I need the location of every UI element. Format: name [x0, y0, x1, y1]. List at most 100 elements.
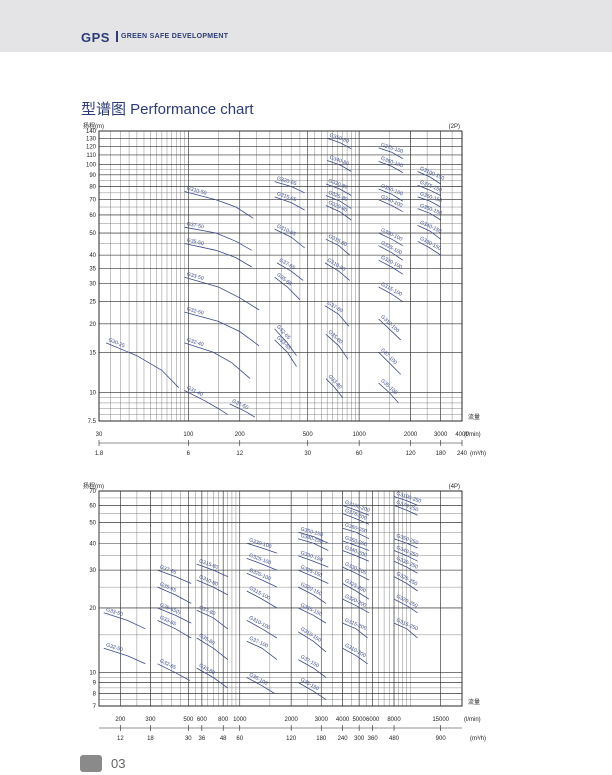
- chart2-series-label: G32-65: [159, 658, 177, 671]
- chart2-y-tick-label: 30: [89, 568, 96, 574]
- chart1-y-tick-label: 25: [89, 300, 96, 306]
- chart1-series-label: G310-50: [186, 186, 207, 197]
- chart2-series-curve: [196, 579, 228, 596]
- chart2-series-curve: [298, 531, 329, 544]
- chart2-series-curve: [342, 583, 370, 600]
- chart1-y-tick-label: 60: [89, 213, 96, 219]
- chart2-y-tick-label: 60: [89, 503, 96, 509]
- chart1-series-curve: [327, 137, 352, 150]
- chart1-series-curve: [324, 305, 350, 327]
- chart1-x-axis-label: 流量: [468, 413, 480, 421]
- chart1-y-tick-label: 80: [89, 184, 96, 190]
- chart1-series-label: G37-100: [379, 347, 398, 366]
- chart2-plot-frame: [98, 490, 463, 707]
- chart1-series-label: G35-50: [186, 238, 204, 248]
- chart2-series-curve: [157, 663, 190, 681]
- chart2-x-tick-label: 3000: [315, 717, 329, 723]
- chart1-y-tick-label: 40: [89, 253, 96, 259]
- chart1-pole-label: (2P): [449, 124, 460, 130]
- chart2-series-curve: [342, 566, 370, 581]
- chart2-series-curve: [298, 659, 327, 678]
- chart2-secondary-tick-label: 30: [185, 736, 192, 742]
- chart1-series-curve: [184, 243, 252, 268]
- chart1-y-tick-label: 50: [89, 231, 96, 237]
- chart2-series-label: G310-80: [198, 574, 219, 588]
- chart1-series-curve: [274, 328, 297, 356]
- chart2-y-tick-label: 10: [89, 671, 96, 677]
- chart2-series-curve: [298, 555, 329, 568]
- chart1-series-curve: [184, 191, 254, 219]
- chart2-series-label: G32-50: [105, 642, 123, 653]
- chart2-x-tick-label: 6000: [366, 717, 380, 723]
- chart1-series-curve: [378, 199, 403, 213]
- chart1-series-curve: [184, 226, 252, 251]
- chart2-series-curve: [246, 677, 275, 694]
- chart1-series-curve: [378, 232, 404, 247]
- chart2-series-label: G33-65: [159, 615, 177, 628]
- chart1-x-tick-label: 1000: [352, 432, 366, 438]
- chart1-series-label: G310-65: [276, 224, 297, 238]
- chart2-x-tick-label: 300: [145, 717, 156, 723]
- chart2-secondary-tick-label: 480: [389, 736, 400, 742]
- chart1-secondary-tick-label: 240: [457, 451, 468, 457]
- chart2-series-curve: [246, 620, 278, 639]
- chart1-plot-frame: [98, 130, 463, 422]
- chart1-series-label: G33-50: [186, 271, 204, 282]
- chart1-series-curve: [274, 228, 305, 249]
- chart2-y-tick-label: 8: [93, 692, 97, 698]
- chart2-y-tick-label: 7: [93, 704, 97, 710]
- chart2-secondary-tick-label: 36: [199, 736, 206, 742]
- chart2-x-unit-label: (l/min): [464, 717, 481, 723]
- chart1-x-tick-label: 2000: [404, 432, 418, 438]
- chart1-secondary-tick-label: 30: [304, 451, 311, 457]
- chart1-y-tick-label: 100: [86, 162, 97, 168]
- chart2-series-curve: [393, 560, 418, 574]
- chart1-series-label: G340-80: [329, 155, 350, 168]
- chart2-series-curve: [103, 647, 146, 665]
- chart1-series-label: G37-50: [186, 221, 204, 230]
- chart2-series-curve: [298, 569, 329, 584]
- chart1-series-curve: [274, 276, 301, 300]
- chart2-pole-label: (4P): [449, 484, 460, 490]
- chart2-series-curve: [393, 576, 418, 592]
- chart1-series-label: G320-65: [276, 176, 297, 187]
- chart2-series-label: G325-100: [248, 553, 272, 567]
- chart1-series-curve: [325, 183, 352, 196]
- chart1-series-label: G315-80: [327, 234, 348, 249]
- chart1-series-curve: [184, 342, 251, 379]
- chart2-series-curve: [298, 538, 329, 551]
- chart1-series-curve: [184, 276, 260, 311]
- chart2-series-curve: [157, 607, 192, 624]
- chart1-secondary-tick-label: 180: [436, 451, 447, 457]
- brand-tagline: GREEN SAFE DEVELOPMENT: [121, 33, 229, 40]
- chart2-secondary-tick-label: 180: [316, 736, 327, 742]
- chart2-series-curve: [246, 640, 278, 660]
- chart1-y-tick-label: 130: [86, 136, 97, 142]
- chart2-secondary-unit-label: (m³/h): [470, 736, 486, 742]
- brand-logo: GPS: [81, 30, 110, 45]
- chart1-series-curve: [184, 311, 260, 347]
- chart1-series-label: G310-100: [379, 314, 400, 334]
- chart2-series-curve: [298, 607, 327, 624]
- chart2-x-tick-label: 15000: [432, 717, 449, 723]
- chart1-x-tick-label: 3000: [434, 432, 448, 438]
- chart1-y-tick-label: 35: [89, 266, 96, 272]
- chart1-series-curve: [417, 196, 441, 208]
- chart1-y-tick-label: 140: [86, 129, 97, 135]
- chart2-series-curve: [342, 540, 370, 551]
- chart2-series-label: G37-100: [248, 636, 269, 650]
- chart1-series-label: G375-100: [380, 142, 404, 155]
- chart2-secondary-tick-label: 12: [117, 736, 124, 742]
- chart2-series-curve: [298, 682, 327, 700]
- chart1-series-curve: [274, 181, 305, 194]
- chart2-series-curve: [393, 550, 418, 562]
- page-badge-icon: [80, 755, 102, 772]
- chart1-series-curve: [378, 161, 403, 173]
- chart2-series-curve: [246, 558, 278, 571]
- chart2-series-curve: [246, 542, 278, 554]
- chart1-series-curve: [325, 205, 352, 221]
- chart1-y-tick-label: 10: [89, 390, 96, 396]
- chart2-x-tick-label: 4000: [336, 717, 350, 723]
- chart2-series-curve: [342, 622, 368, 639]
